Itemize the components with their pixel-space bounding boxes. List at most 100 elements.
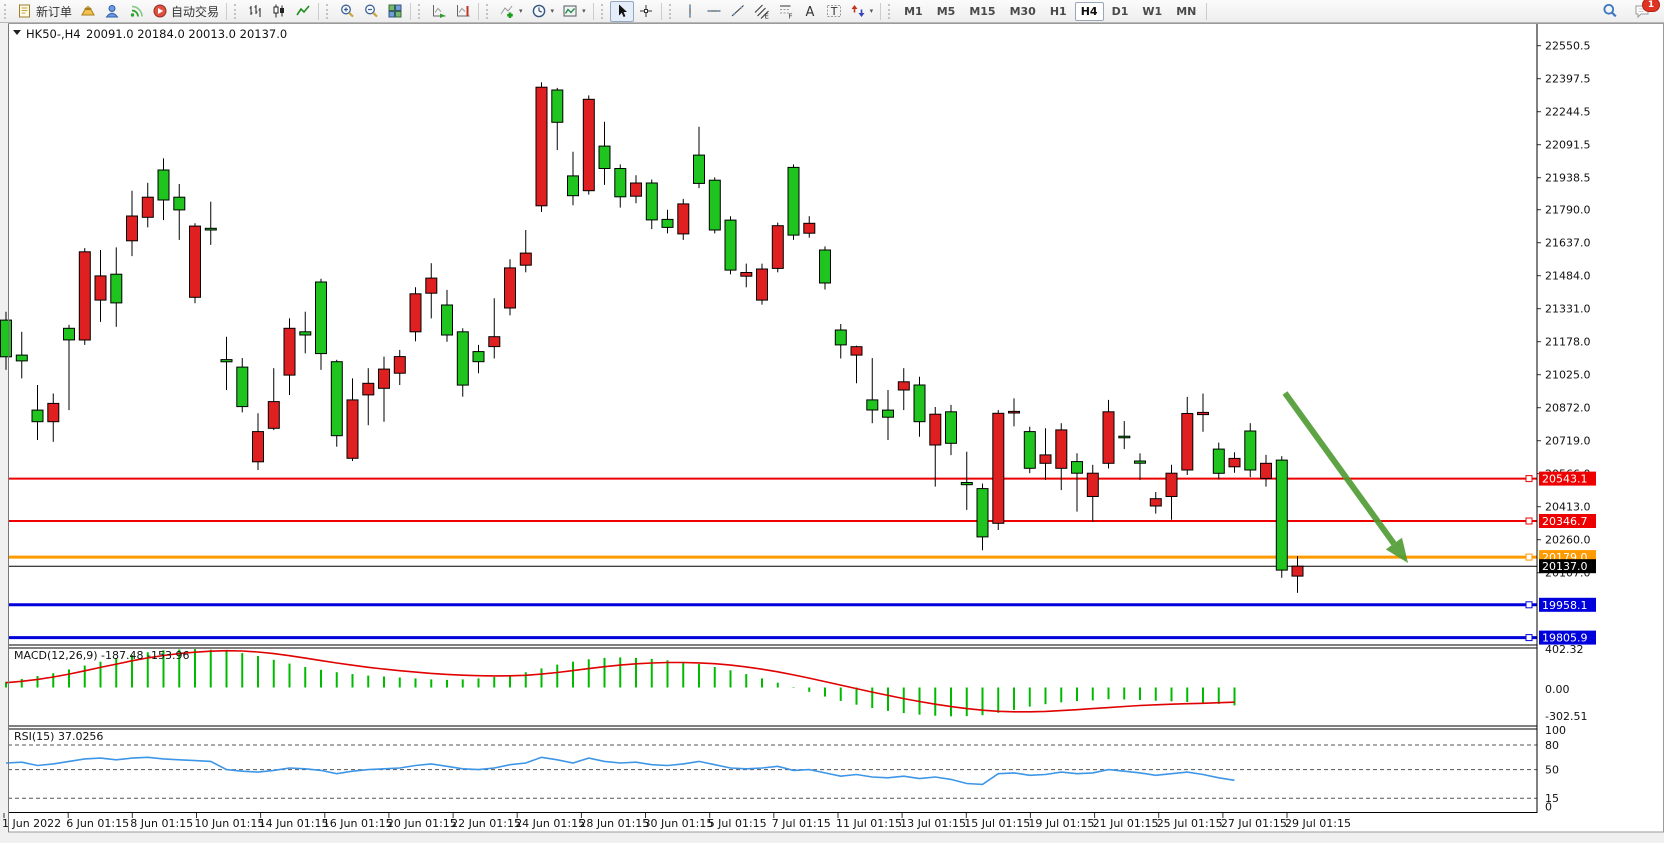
cursor-icon [618,4,627,17]
candle [378,368,390,389]
equidistant-channel-button[interactable]: E [750,1,774,22]
candle [393,356,406,374]
support-line-blue-2[interactable] [8,634,1537,642]
search-button[interactable] [1598,1,1622,22]
candle [1212,448,1225,474]
candle [189,225,201,298]
candle [787,166,800,236]
time-tick-label: 27 Jul 01:15 [1221,817,1287,830]
zoom-out-icon [365,4,378,18]
text-label-button[interactable]: T [822,1,846,22]
cursor-button[interactable] [609,0,634,22]
price-tick-label: 22244.5 [1545,106,1591,119]
candle [441,304,453,336]
timeframe-w1-button[interactable]: W1 [1142,4,1163,18]
timeframe-m30-button[interactable]: M30 [1009,4,1036,18]
trendline-icon [731,5,744,17]
timeframe-m5-button[interactable]: M5 [936,4,956,18]
toolbar-grip [486,3,492,19]
candle [535,86,548,207]
time-tick-label: 6 Jun 01:15 [66,817,129,830]
arrows-button[interactable]: ▾ [846,1,878,22]
annotation-arrow[interactable] [1282,391,1408,563]
candle [315,281,327,355]
candle [1055,429,1068,469]
time-tick-label: 25 Jul 01:15 [1157,817,1223,830]
tile-windows-button[interactable] [383,1,407,22]
trendline-button[interactable] [726,1,750,22]
toolbar-separator [410,2,412,20]
zoom-in-button[interactable] [335,1,359,22]
candle [567,175,579,197]
price-tick-label: 20260.0 [1545,534,1591,547]
chart-shift-button[interactable] [451,1,475,22]
time-tick-label: 30 Jun 01:15 [644,817,714,830]
toolbar-separator [478,2,480,20]
auto-trading-button[interactable]: 自动交易 [148,1,223,22]
candle [551,89,564,123]
support-line-blue-1-price-label: 19958.1 [1539,597,1596,612]
rsi-axis-label: 50 [1545,764,1559,777]
time-tick-label: 29 Jul 01:15 [1285,817,1351,830]
timeframe-d1-button[interactable]: D1 [1111,4,1129,18]
candle [740,272,753,277]
mql5-community-button[interactable] [100,1,124,22]
zoom-out-button[interactable] [359,1,383,22]
text-icon: A [805,5,814,19]
chart-title: HK50-,H4 20091.0 20184.0 20013.0 20137.0 [13,27,287,41]
signals-button[interactable] [124,1,148,22]
candle [645,182,658,221]
ohlc-values: 20091.0 20184.0 20013.0 20137.0 [86,27,287,41]
time-tick-label: 10 Jun 01:15 [195,817,265,830]
bar-chart-button[interactable] [243,1,267,22]
notifications-button[interactable]: 1 [1630,0,1660,22]
candle [1181,413,1194,471]
svg-text:T: T [829,5,837,18]
candle [976,488,989,538]
time-tick-label: 21 Jul 01:15 [1093,817,1159,830]
candle [803,222,816,234]
timeframe-mn-button[interactable]: MN [1176,4,1197,18]
candle [236,366,249,408]
candlestick-chart-button[interactable] [267,1,291,22]
time-tick-label: 8 Jun 01:15 [130,817,193,830]
candle [1275,459,1288,571]
horizontal-line-button[interactable] [702,1,726,22]
vertical-line-button[interactable] [678,1,702,22]
toolbar-separator [226,2,228,20]
candle [362,382,375,396]
toolbar-grip [4,3,10,19]
crosshair-icon [639,5,652,17]
crosshair-button[interactable] [634,1,658,22]
price-tick-label: 20872.0 [1545,402,1591,415]
auto-scroll-button[interactable] [427,1,451,22]
fibonacci-button[interactable]: F [774,1,798,22]
price-tick-label: 21637.0 [1545,237,1591,250]
deposit-button[interactable] [76,1,100,22]
rsi-axis-label: 100 [1545,724,1566,737]
periods-button[interactable]: ▾ [527,1,559,22]
timeframe-m1-button[interactable]: M1 [904,4,923,18]
new-order-button[interactable]: 新订单 [13,1,76,22]
candle [267,401,280,429]
candle [283,327,296,376]
candle [771,225,784,269]
rsi-label: RSI(15) 37.0256 [14,730,103,743]
time-tick-label: 13 Jul 01:15 [900,817,966,830]
indicators-button[interactable]: ▾ [495,1,527,22]
candles [0,82,1304,593]
candle [78,251,91,341]
timeframe-h4-button[interactable]: H4 [1074,1,1104,21]
line-chart-button[interactable] [291,1,315,22]
support-line-blue-1[interactable] [8,601,1537,609]
price-tick-label: 21331.0 [1545,303,1591,316]
toolbar-grip [600,3,607,19]
tile-windows-icon [388,4,402,18]
timeframe-m15-button[interactable]: M15 [969,4,996,18]
templates-button[interactable]: ▾ [558,1,590,22]
timeframe-h1-button[interactable]: H1 [1049,4,1067,18]
text-button[interactable]: A [798,1,822,22]
candle [677,203,690,235]
time-tick-label: 22 Jun 01:15 [451,817,521,830]
